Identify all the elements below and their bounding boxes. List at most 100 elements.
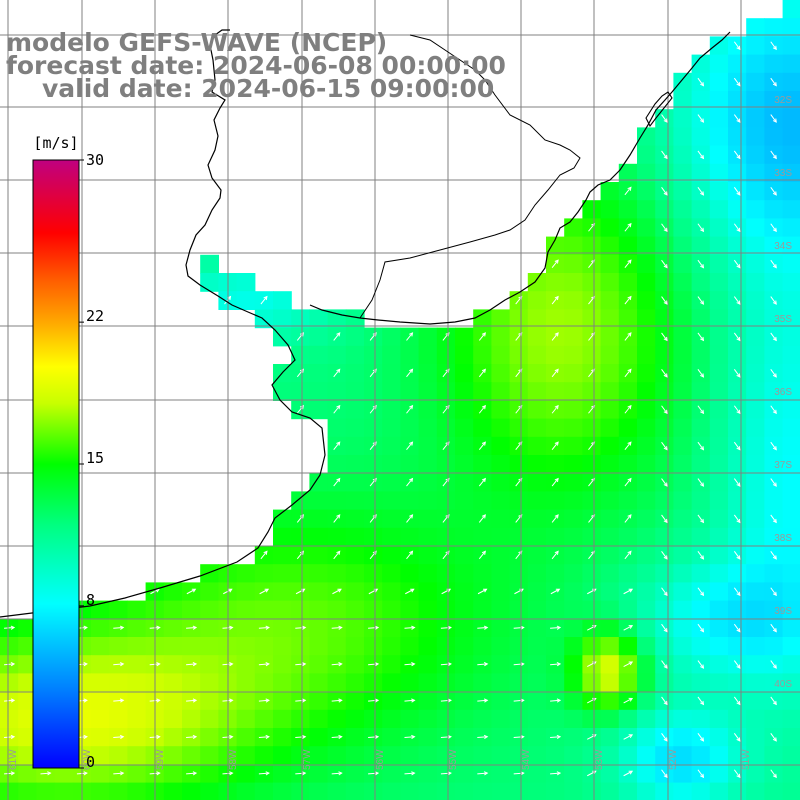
- wind-cell: [637, 345, 656, 365]
- wind-cell: [637, 364, 656, 383]
- wind-cell: [600, 382, 620, 401]
- wind-cell: [91, 691, 110, 711]
- wind-cell: [691, 309, 711, 329]
- colorbar-unit: [m/s]: [33, 134, 78, 152]
- wind-cell: [564, 564, 583, 583]
- wind-arrow: [331, 734, 343, 740]
- wind-cell: [746, 72, 765, 92]
- wind-arrow: [550, 662, 562, 667]
- wind-arrow: [661, 478, 668, 487]
- wind-cell: [618, 200, 638, 219]
- wind-cell: [564, 782, 583, 800]
- wind-cell: [418, 491, 438, 511]
- wind-cell: [473, 782, 492, 800]
- wind-cell: [709, 54, 729, 74]
- lon-label: 55W: [448, 749, 459, 770]
- wind-cell: [291, 527, 310, 547]
- wind-arrow: [478, 368, 486, 378]
- wind-cell: [309, 637, 329, 656]
- wind-arrow: [4, 734, 16, 740]
- wind-arrow: [333, 441, 341, 450]
- wind-arrow: [478, 550, 486, 560]
- wind-cell: [637, 273, 656, 292]
- wind-cell: [746, 127, 765, 147]
- wind-cell: [782, 218, 800, 238]
- wind-arrow: [624, 295, 632, 305]
- wind-cell: [691, 564, 711, 583]
- wind-cell: [673, 455, 693, 474]
- wind-arrow: [295, 771, 307, 776]
- wind-cell: [691, 673, 711, 693]
- wind-cell: [746, 709, 765, 729]
- wind-cell: [746, 436, 765, 456]
- wind-cell: [782, 309, 800, 329]
- wind-cell: [291, 382, 310, 401]
- wind-cell: [91, 618, 110, 638]
- wind-cell: [0, 673, 19, 693]
- wind-cell: [327, 309, 347, 329]
- wind-cell: [327, 382, 347, 401]
- wind-cell: [491, 728, 511, 747]
- wind-cell: [436, 527, 456, 547]
- wind-cell: [182, 782, 201, 800]
- wind-arrow: [186, 698, 198, 703]
- wind-cell: [782, 127, 800, 147]
- wind-cell: [527, 418, 547, 438]
- wind-cell: [564, 673, 583, 693]
- wind-arrow: [333, 404, 341, 414]
- wind-arrow: [513, 662, 525, 667]
- wind-cell: [637, 509, 656, 529]
- wind-cell: [491, 473, 511, 492]
- wind-cell: [746, 163, 765, 183]
- wind-cell: [782, 418, 800, 438]
- wind-cell: [709, 418, 729, 438]
- wind-cell: [564, 691, 583, 711]
- wind-arrow: [770, 259, 777, 269]
- wind-cell: [309, 673, 329, 693]
- wind-cell: [345, 564, 365, 583]
- wind-cell: [455, 546, 474, 565]
- wind-cell: [254, 673, 274, 693]
- wind-cell: [709, 527, 729, 547]
- lat-label: 40S: [774, 679, 792, 690]
- wind-cell: [600, 564, 620, 583]
- wind-cell: [728, 673, 747, 693]
- wind-cell: [673, 618, 693, 638]
- lat-label: 34S: [774, 241, 792, 252]
- wind-cell: [637, 491, 656, 511]
- wind-cell: [709, 782, 729, 800]
- wind-cell: [491, 345, 511, 365]
- wind-cell: [782, 709, 800, 729]
- wind-cell: [782, 509, 800, 529]
- wind-cell: [509, 782, 529, 800]
- wind-cell: [764, 491, 784, 511]
- wind-arrow: [4, 698, 16, 703]
- wind-cell: [582, 309, 602, 329]
- wind-cell: [546, 600, 565, 620]
- wind-cell: [728, 54, 747, 74]
- wind-cell: [728, 709, 747, 729]
- wind-cell: [764, 91, 784, 110]
- wind-cell: [728, 309, 747, 329]
- wind-arrow: [770, 587, 777, 597]
- wind-cell: [254, 709, 274, 729]
- wind-cell: [746, 546, 765, 565]
- wind-cell: [273, 728, 292, 747]
- wind-cell: [509, 709, 529, 729]
- wind-cell: [746, 509, 765, 529]
- wind-cell: [455, 709, 474, 729]
- wind-cell: [637, 382, 656, 401]
- lon-label: 57W: [302, 749, 313, 770]
- wind-cell: [382, 764, 401, 784]
- wind-cell: [491, 527, 511, 547]
- wind-cell: [546, 673, 565, 693]
- wind-cell: [655, 345, 674, 365]
- wind-cell: [382, 564, 401, 583]
- wind-cell: [564, 273, 583, 292]
- wind-cell: [418, 746, 438, 765]
- wind-cell: [527, 546, 547, 565]
- lon-label: 53W: [594, 749, 605, 770]
- wind-cell: [418, 600, 438, 620]
- wind-cell: [291, 345, 310, 365]
- wind-arrow: [478, 514, 486, 523]
